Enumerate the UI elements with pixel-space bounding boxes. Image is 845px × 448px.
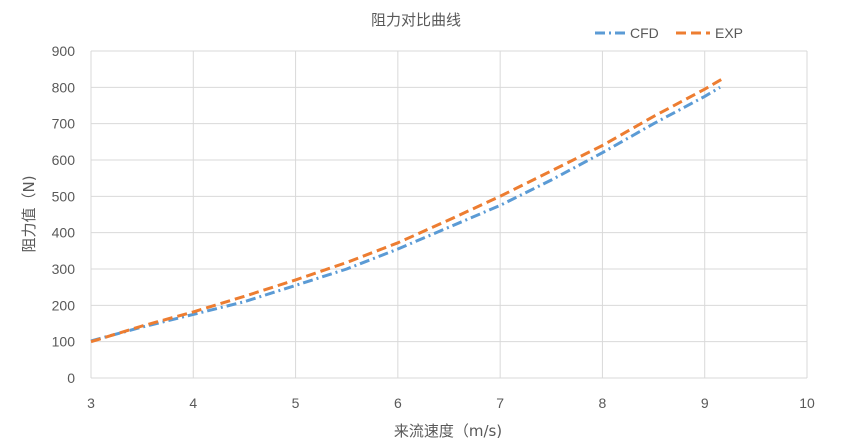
x-tick-label: 8 <box>599 395 607 411</box>
y-tick-label: 600 <box>52 152 76 168</box>
series-layer <box>90 75 726 344</box>
y-axis-title: 阻力值（N) <box>20 175 38 252</box>
x-tick-label: 6 <box>394 395 402 411</box>
series-line-exp <box>90 75 726 344</box>
x-axis-title: 来流速度（m/s) <box>394 422 502 440</box>
legend-label-cfd: CFD <box>630 25 659 41</box>
legend-label-exp: EXP <box>715 25 743 41</box>
chart-title: 阻力对比曲线 <box>371 11 461 29</box>
x-tick-label: 10 <box>799 395 815 411</box>
y-tick-label: 400 <box>52 225 76 241</box>
y-tick-label: 700 <box>52 116 76 132</box>
x-tick-label: 7 <box>496 395 504 411</box>
y-tick-label: 200 <box>52 297 76 313</box>
series-line-cfd <box>90 86 721 343</box>
y-tick-label: 500 <box>52 188 76 204</box>
x-tick-label: 5 <box>292 395 300 411</box>
legend: CFD EXP <box>595 25 743 41</box>
y-tick-label: 800 <box>52 79 76 95</box>
x-tick-label: 9 <box>701 395 709 411</box>
x-tick-label: 3 <box>87 395 95 411</box>
y-tick-label: 0 <box>67 370 75 386</box>
y-tick-label: 300 <box>52 261 76 277</box>
x-tick-label: 4 <box>189 395 197 411</box>
y-tick-label: 100 <box>52 334 76 350</box>
y-tick-label: 900 <box>52 43 76 59</box>
